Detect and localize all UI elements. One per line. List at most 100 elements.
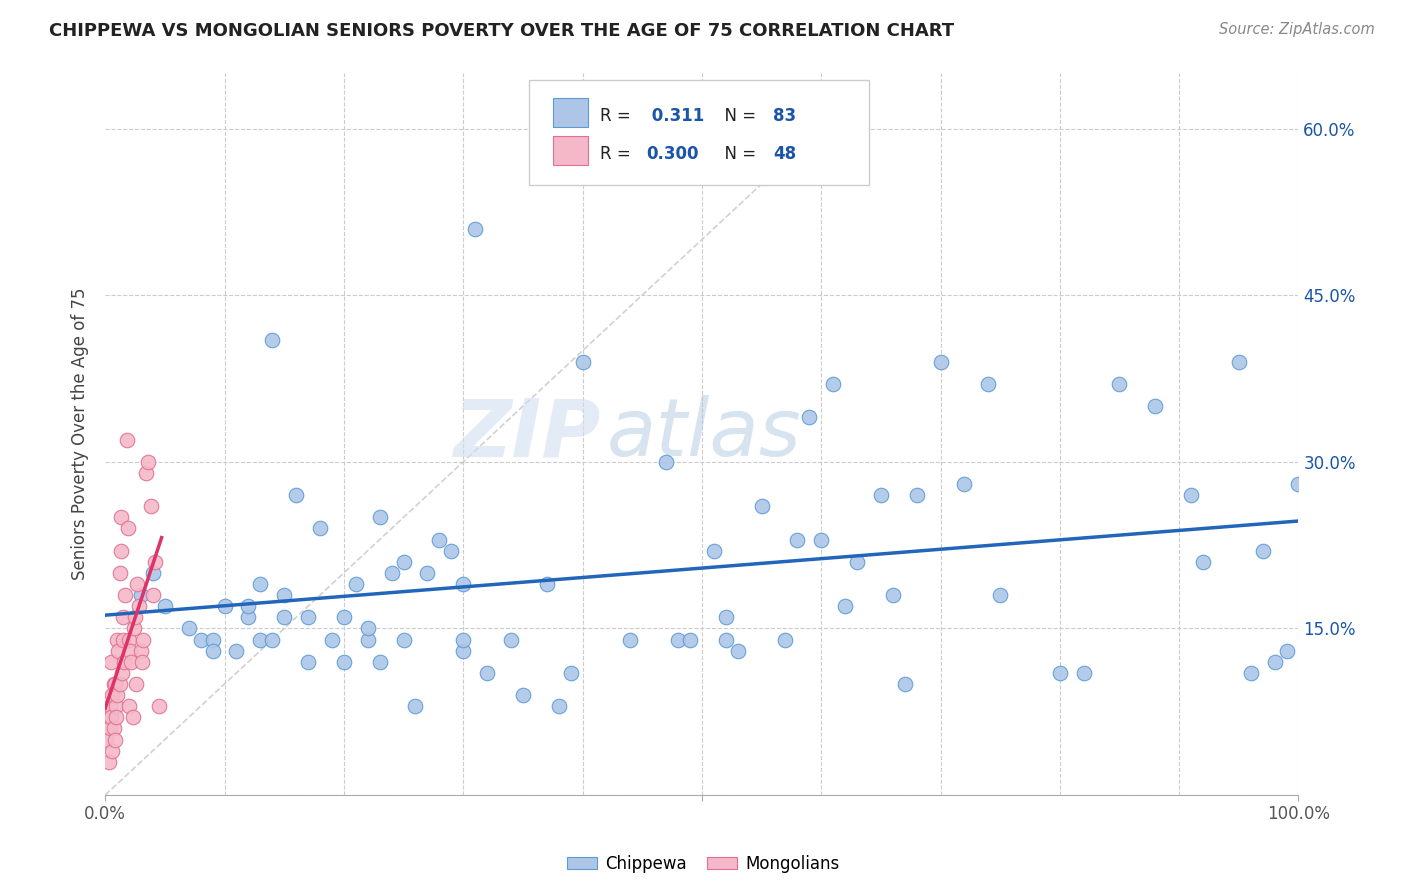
- Y-axis label: Seniors Poverty Over the Age of 75: Seniors Poverty Over the Age of 75: [72, 288, 89, 581]
- Point: [101, 744, 124, 758]
- Point: [1180, 488, 1202, 502]
- Point: [333, 655, 356, 669]
- Point: [107, 643, 129, 657]
- Point: [122, 622, 145, 636]
- Point: [823, 377, 845, 392]
- Point: [129, 643, 152, 657]
- Point: [136, 455, 159, 469]
- Point: [404, 699, 426, 714]
- Point: [953, 477, 976, 491]
- Text: Source: ZipAtlas.com: Source: ZipAtlas.com: [1219, 22, 1375, 37]
- Point: [714, 610, 737, 624]
- Point: [751, 500, 773, 514]
- Point: [112, 610, 135, 624]
- Point: [101, 688, 124, 702]
- Point: [120, 643, 142, 657]
- Point: [127, 577, 149, 591]
- Point: [103, 722, 125, 736]
- Point: [1288, 477, 1310, 491]
- Point: [225, 643, 247, 657]
- Text: 83: 83: [773, 107, 797, 125]
- Text: 0.300: 0.300: [645, 145, 699, 163]
- Text: 0.311: 0.311: [645, 107, 704, 125]
- Text: CHIPPEWA VS MONGOLIAN SENIORS POVERTY OVER THE AGE OF 75 CORRELATION CHART: CHIPPEWA VS MONGOLIAN SENIORS POVERTY OV…: [49, 22, 955, 40]
- Point: [139, 500, 162, 514]
- Point: [104, 710, 127, 724]
- Point: [112, 655, 135, 669]
- Point: [112, 632, 135, 647]
- Point: [464, 221, 486, 235]
- Point: [440, 543, 463, 558]
- Point: [368, 510, 391, 524]
- Point: [882, 588, 904, 602]
- Point: [834, 599, 856, 614]
- Point: [1251, 543, 1274, 558]
- Point: [108, 677, 131, 691]
- Point: [111, 665, 134, 680]
- Point: [475, 665, 498, 680]
- Point: [547, 699, 569, 714]
- Point: [357, 622, 380, 636]
- Point: [297, 610, 319, 624]
- Point: [846, 555, 869, 569]
- Point: [153, 599, 176, 614]
- Point: [392, 632, 415, 647]
- Point: [666, 632, 689, 647]
- Point: [869, 488, 891, 502]
- Point: [427, 533, 450, 547]
- Point: [98, 722, 121, 736]
- Point: [262, 333, 284, 347]
- Point: [1192, 555, 1215, 569]
- Point: [108, 566, 131, 580]
- Text: ZIP: ZIP: [453, 395, 600, 473]
- Point: [810, 533, 832, 547]
- Point: [727, 643, 749, 657]
- Point: [703, 543, 725, 558]
- Point: [714, 632, 737, 647]
- Point: [1264, 655, 1286, 669]
- Point: [105, 632, 128, 647]
- Point: [117, 521, 139, 535]
- Point: [1227, 355, 1250, 369]
- Point: [201, 643, 224, 657]
- Point: [110, 510, 132, 524]
- Point: [571, 355, 593, 369]
- Point: [1240, 665, 1263, 680]
- Point: [357, 632, 380, 647]
- Point: [285, 488, 308, 502]
- Point: [451, 577, 474, 591]
- Point: [416, 566, 439, 580]
- Text: R =: R =: [600, 145, 637, 163]
- Point: [655, 455, 678, 469]
- Point: [799, 410, 821, 425]
- Point: [121, 710, 143, 724]
- Point: [977, 377, 1000, 392]
- Point: [118, 632, 141, 647]
- Point: [309, 521, 332, 535]
- Point: [451, 643, 474, 657]
- Point: [1073, 665, 1095, 680]
- Point: [129, 588, 152, 602]
- Point: [128, 599, 150, 614]
- Point: [98, 699, 121, 714]
- Point: [142, 566, 165, 580]
- FancyBboxPatch shape: [553, 136, 589, 165]
- Point: [679, 632, 702, 647]
- Point: [451, 632, 474, 647]
- Point: [381, 566, 404, 580]
- Point: [344, 577, 367, 591]
- Point: [893, 677, 915, 691]
- Text: N =: N =: [714, 107, 761, 125]
- Point: [97, 710, 120, 724]
- Point: [148, 699, 170, 714]
- Point: [560, 665, 582, 680]
- Legend: Chippewa, Mongolians: Chippewa, Mongolians: [560, 848, 846, 880]
- Point: [131, 655, 153, 669]
- Point: [124, 610, 146, 624]
- Point: [97, 755, 120, 769]
- Point: [103, 677, 125, 691]
- Point: [1049, 665, 1071, 680]
- Point: [104, 699, 127, 714]
- Point: [536, 577, 558, 591]
- Point: [105, 688, 128, 702]
